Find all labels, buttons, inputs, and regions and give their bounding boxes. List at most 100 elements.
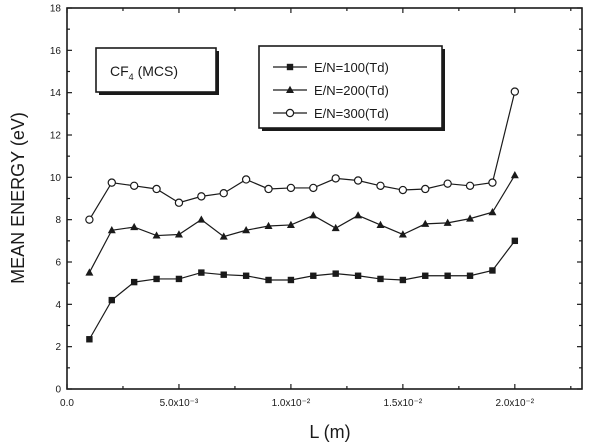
data-point — [264, 184, 273, 194]
y-tick-label: 4 — [55, 300, 61, 311]
annotation-rest: (MCS) — [134, 63, 178, 79]
data-point — [219, 232, 228, 240]
axes-ticks: 0 2 4 6 8 10 12 14 16 18 0.0 5.0x10⁻³ 1.0x10⁻² 1.5x10… — [50, 4, 582, 409]
x-tick-label: 1.5x10⁻² — [384, 398, 423, 409]
data-point — [398, 185, 408, 195]
data-point — [219, 189, 228, 198]
annotation-text: CF4 (MCS) — [110, 63, 178, 82]
data-point — [108, 296, 115, 304]
data-point — [443, 218, 452, 226]
data-point — [354, 272, 362, 279]
legend-items: E/N=100(Td) E/N=200(Td) E/N=300(Td) — [273, 60, 389, 121]
data-point — [174, 230, 183, 238]
annotation-box: CF4 (MCS) — [95, 47, 219, 95]
data-point — [309, 183, 318, 193]
series-1 — [86, 237, 519, 343]
series-line — [88, 240, 516, 340]
data-point — [466, 214, 475, 222]
data-point — [152, 231, 161, 239]
legend-label: E/N=300(Td) — [314, 106, 389, 121]
data-point — [331, 223, 340, 232]
data-point — [398, 230, 407, 238]
legend-item: E/N=100(Td) — [273, 60, 389, 75]
data-point — [153, 275, 160, 283]
data-point — [444, 272, 451, 279]
data-point — [466, 272, 474, 279]
data-point — [331, 174, 340, 183]
data-point — [175, 275, 183, 283]
annotation-box-shadow-right — [216, 51, 219, 95]
legend-shadow-bottom — [262, 128, 445, 131]
legend-marker — [286, 63, 294, 71]
y-tick-label: 2 — [55, 342, 61, 353]
series-3 — [85, 87, 520, 224]
data-point — [488, 178, 497, 187]
data-point — [510, 87, 520, 96]
legend-label: E/N=100(Td) — [314, 60, 389, 75]
data-point — [443, 179, 452, 188]
data-point — [265, 276, 272, 284]
data-point — [286, 183, 296, 193]
data-point — [129, 181, 139, 190]
x-tick-label: 1.0x10⁻² — [272, 398, 311, 409]
x-tick-label: 0.0 — [60, 398, 74, 409]
data-point — [489, 267, 496, 274]
data-point — [174, 198, 184, 207]
data-point — [242, 226, 251, 234]
series-line — [88, 174, 516, 273]
legend-item: E/N=200(Td) — [273, 83, 389, 98]
legend-marker — [285, 108, 295, 118]
y-tick-label: 16 — [50, 46, 62, 57]
data-point — [264, 221, 273, 230]
data-point — [422, 272, 429, 279]
data-point — [242, 272, 250, 279]
data-point — [376, 181, 385, 190]
data-point — [286, 220, 295, 228]
data-point — [85, 215, 94, 224]
y-axis-title: MEAN ENERGY (eV) — [8, 112, 28, 284]
data-point — [86, 336, 93, 343]
y-tick-label: 6 — [55, 258, 61, 269]
data-point — [241, 175, 251, 184]
series-2 — [85, 171, 519, 276]
data-point — [107, 226, 116, 234]
data-point — [421, 184, 430, 194]
data-point — [198, 269, 205, 276]
data-point — [130, 222, 139, 231]
data-point — [510, 171, 519, 179]
data-point — [488, 208, 497, 216]
data-point — [376, 220, 385, 228]
y-tick-label: 12 — [50, 131, 62, 142]
legend-label: E/N=200(Td) — [314, 83, 389, 98]
y-tick-label: 0 — [55, 385, 61, 396]
data-point — [197, 192, 206, 201]
data-point — [353, 176, 363, 185]
series-layer — [85, 87, 520, 343]
data-point — [332, 270, 339, 277]
data-point — [310, 272, 317, 279]
annotation-box-shadow-bottom — [99, 92, 219, 95]
annotation-subscript: 4 — [129, 72, 134, 82]
data-point — [287, 276, 295, 284]
data-point — [354, 211, 363, 219]
plot-frame — [66, 7, 583, 390]
data-point — [85, 268, 94, 276]
data-point — [511, 237, 519, 245]
x-tick-label: 5.0x10⁻³ — [160, 398, 199, 409]
x-tick-label: 2.0x10⁻² — [496, 398, 535, 409]
annotation-main: CF — [110, 63, 129, 79]
data-point — [421, 219, 430, 227]
y-tick-label: 18 — [50, 4, 62, 15]
legend-marker — [286, 85, 294, 93]
y-tick-label: 10 — [50, 173, 62, 184]
legend-shadow-right — [442, 49, 445, 131]
data-point — [130, 278, 138, 286]
legend: E/N=100(Td) E/N=200(Td) E/N=300(Td) — [258, 45, 445, 131]
y-tick-label: 8 — [55, 215, 61, 226]
y-tick-label: 14 — [50, 88, 62, 99]
data-point — [309, 211, 318, 219]
data-point — [465, 181, 475, 190]
data-point — [152, 184, 161, 194]
data-point — [377, 275, 384, 283]
